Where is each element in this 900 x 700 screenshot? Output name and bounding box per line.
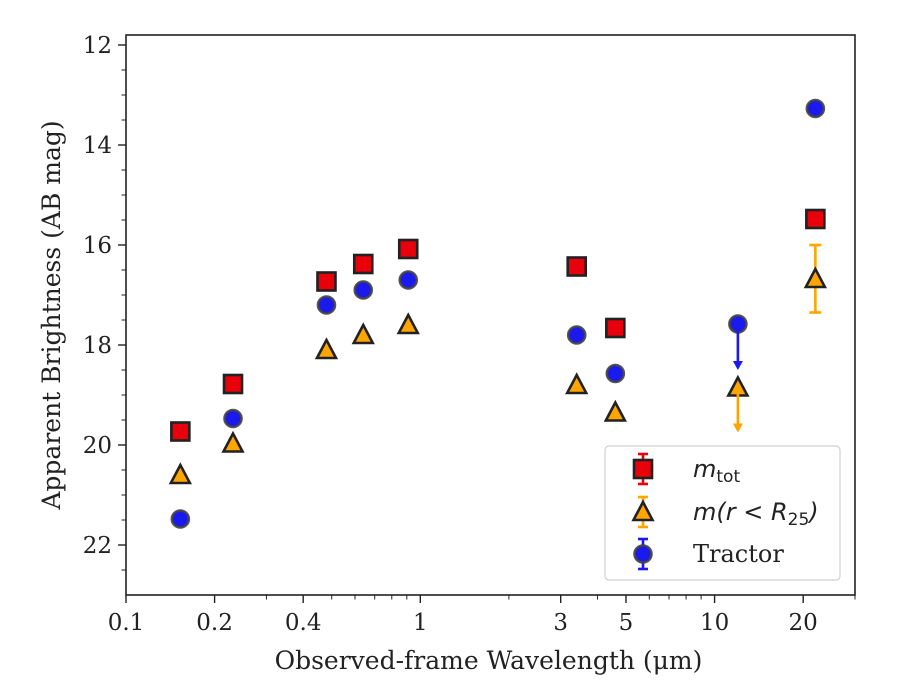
legend-label-sub: 25 [788, 510, 810, 530]
data-point [605, 363, 626, 384]
y-tick-label: 22 [83, 533, 112, 559]
legend-label: m(r < R25) [693, 498, 819, 530]
legend-marker [631, 499, 655, 522]
y-tick-label: 20 [83, 433, 112, 459]
y-tick-label: 18 [83, 333, 112, 359]
legend-label-tail: ) [807, 498, 818, 526]
x-axis-label: Observed-frame Wavelength (μm) [275, 646, 703, 675]
legend-box [604, 445, 841, 581]
x-tick-label: 10 [700, 610, 729, 636]
data-point [805, 98, 826, 119]
legend-marker [633, 544, 653, 564]
y-axis-label: Apparent Brightness (AB mag) [37, 120, 66, 510]
data-point [565, 372, 589, 395]
series-circle [170, 98, 826, 529]
limit-arrow-head [732, 361, 743, 370]
data-point [803, 266, 828, 289]
x-tick-label: 0.2 [196, 610, 233, 636]
y-tick-label: 12 [83, 33, 112, 59]
data-point [396, 312, 420, 335]
data-point [352, 253, 374, 275]
limit-arrow-head [732, 423, 743, 433]
data-point [353, 280, 374, 300]
x-tick-label: 3 [553, 610, 568, 636]
data-point [566, 256, 588, 277]
plot-frame [125, 34, 856, 596]
y-tick-label: 14 [83, 133, 112, 159]
data-point [170, 421, 191, 442]
x-tick-label: 0.1 [108, 610, 145, 636]
data-point [397, 238, 419, 260]
data-point [398, 270, 419, 290]
data-point [168, 462, 193, 485]
legend-label: mtot [693, 455, 740, 487]
upper-limit-arrow [732, 387, 743, 433]
legend: mtot m(r < R25) Tractor [604, 445, 841, 581]
data-point [223, 408, 243, 429]
x-tick-label: 5 [619, 610, 634, 636]
y-tick-label: 16 [83, 233, 112, 259]
legend-label-main: Tractor [693, 540, 784, 568]
data-point [805, 208, 826, 230]
data-point [566, 325, 587, 345]
legend-label-main: m [693, 455, 716, 483]
data-point [351, 322, 375, 345]
series-triangle [168, 243, 828, 485]
data-point [603, 399, 627, 422]
x-tick-label: 20 [789, 610, 818, 636]
data-point [222, 373, 244, 395]
data-point [316, 271, 337, 292]
x-tick-label: 1 [413, 610, 428, 636]
data-point [316, 295, 337, 315]
upper-limit-arrow [732, 324, 743, 370]
series-square [170, 208, 826, 442]
data-point [314, 337, 339, 360]
legend-label: Tractor [693, 540, 784, 568]
data-point [170, 509, 191, 529]
data-point [221, 430, 245, 453]
data-point [605, 317, 626, 339]
legend-label-sub: tot [716, 467, 740, 487]
legend-marker [632, 458, 654, 480]
x-tick-label: 0.4 [285, 610, 322, 636]
legend-label-main: m(r < R [693, 498, 788, 526]
